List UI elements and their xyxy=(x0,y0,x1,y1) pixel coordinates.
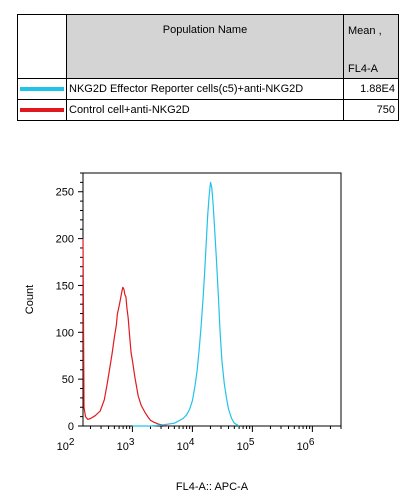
y-tick-label: 0 xyxy=(68,421,74,433)
header-mean-text: Mean , xyxy=(348,25,382,37)
x-tick-label: 102 xyxy=(57,437,75,453)
y-tick-label: 250 xyxy=(56,187,74,199)
y-tick-label: 150 xyxy=(56,280,74,292)
x-tick-label: 103 xyxy=(117,437,135,453)
population-table: Population Name Mean , FL4-A NKG2D Effect… xyxy=(17,14,399,121)
plot-frame xyxy=(82,172,342,427)
series-line-control xyxy=(82,238,169,427)
mean-value-cell: 750 xyxy=(343,99,399,121)
legend-swatch-cell xyxy=(17,99,67,121)
header-blank-cell xyxy=(17,14,67,79)
header-population-name-label: Population Name xyxy=(162,24,248,36)
header-mean: Mean , FL4-A xyxy=(343,14,399,79)
table-row: Control cell+anti-NKG2D 750 xyxy=(17,99,399,121)
legend-swatch-red xyxy=(20,108,64,112)
population-name-cell: Control cell+anti-NKG2D xyxy=(66,99,344,121)
x-tick-label: 105 xyxy=(237,437,255,453)
x-tick-label: 106 xyxy=(297,437,315,453)
y-tick-label: 50 xyxy=(62,374,74,386)
header-population-name: Population Name xyxy=(66,14,344,79)
header-mean-label: Mean , FL4-A xyxy=(344,15,398,78)
y-axis-title: Count xyxy=(24,285,36,314)
header-mean-param: FL4-A xyxy=(348,63,378,75)
table-header-row: Population Name Mean , FL4-A xyxy=(17,14,399,79)
x-axis-title: FL4-A:: APC-A xyxy=(176,481,249,493)
y-tick-label: 100 xyxy=(56,327,74,339)
population-name-cell: NKG2D Effector Reporter cells(c5)+anti-N… xyxy=(66,78,344,100)
table-row: NKG2D Effector Reporter cells(c5)+anti-N… xyxy=(17,78,399,100)
legend-swatch-cyan xyxy=(20,87,64,91)
series-line-effector xyxy=(132,181,240,427)
y-tick-label: 200 xyxy=(56,234,74,246)
x-tick-label: 104 xyxy=(177,437,195,453)
